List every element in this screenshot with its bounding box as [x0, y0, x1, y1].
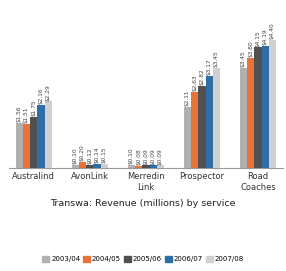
Bar — [184, 107, 191, 168]
Bar — [79, 162, 86, 168]
Text: $0.10: $0.10 — [73, 148, 78, 164]
Bar — [262, 46, 269, 168]
Bar — [206, 76, 213, 168]
Text: $0.09: $0.09 — [151, 148, 156, 164]
Bar — [150, 165, 157, 168]
Text: $0.09: $0.09 — [143, 148, 148, 164]
Text: $2.29: $2.29 — [46, 84, 51, 101]
Text: $1.75: $1.75 — [31, 100, 36, 116]
Text: $4.19: $4.19 — [263, 29, 268, 45]
Legend: 2003/04, 2004/05, 2005/06, 2006/07, 2007/08: 2003/04, 2004/05, 2005/06, 2006/07, 2007… — [39, 253, 247, 265]
Text: $2.11: $2.11 — [185, 89, 190, 106]
Bar — [15, 123, 23, 168]
Bar — [157, 165, 164, 168]
Bar — [142, 165, 150, 168]
Text: $0.14: $0.14 — [95, 146, 100, 163]
Bar — [37, 105, 45, 168]
Bar — [72, 165, 79, 168]
Bar — [240, 68, 247, 168]
Bar — [94, 164, 101, 168]
Bar — [254, 47, 262, 168]
Text: $4.15: $4.15 — [255, 30, 261, 47]
Text: $0.10: $0.10 — [129, 148, 134, 164]
Bar — [101, 164, 108, 168]
Bar — [128, 165, 135, 168]
Bar — [86, 164, 94, 168]
Text: Transwa: Revenue (millions) by service: Transwa: Revenue (millions) by service — [50, 199, 236, 208]
Bar — [247, 57, 254, 168]
Text: $3.45: $3.45 — [214, 50, 219, 67]
Bar — [198, 86, 206, 168]
Text: $2.16: $2.16 — [39, 88, 43, 104]
Text: $0.12: $0.12 — [87, 147, 92, 164]
Text: $0.08: $0.08 — [136, 148, 141, 165]
Text: $0.15: $0.15 — [102, 146, 107, 163]
Text: $3.17: $3.17 — [207, 58, 212, 75]
Text: $3.80: $3.80 — [248, 40, 253, 57]
Text: $2.63: $2.63 — [192, 74, 197, 91]
Text: $0.20: $0.20 — [80, 145, 85, 161]
Text: $3.45: $3.45 — [241, 50, 246, 67]
Bar — [23, 124, 30, 168]
Bar — [269, 40, 276, 168]
Text: $1.51: $1.51 — [24, 107, 29, 123]
Bar — [213, 68, 220, 168]
Text: $2.82: $2.82 — [199, 68, 204, 85]
Bar — [135, 166, 142, 168]
Text: $1.56: $1.56 — [17, 105, 22, 122]
Bar — [191, 92, 198, 168]
Text: $0.09: $0.09 — [158, 148, 163, 164]
Bar — [30, 117, 37, 168]
Text: $4.40: $4.40 — [270, 22, 275, 39]
Bar — [45, 101, 52, 168]
